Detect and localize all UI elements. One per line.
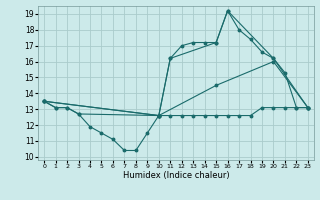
- X-axis label: Humidex (Indice chaleur): Humidex (Indice chaleur): [123, 171, 229, 180]
